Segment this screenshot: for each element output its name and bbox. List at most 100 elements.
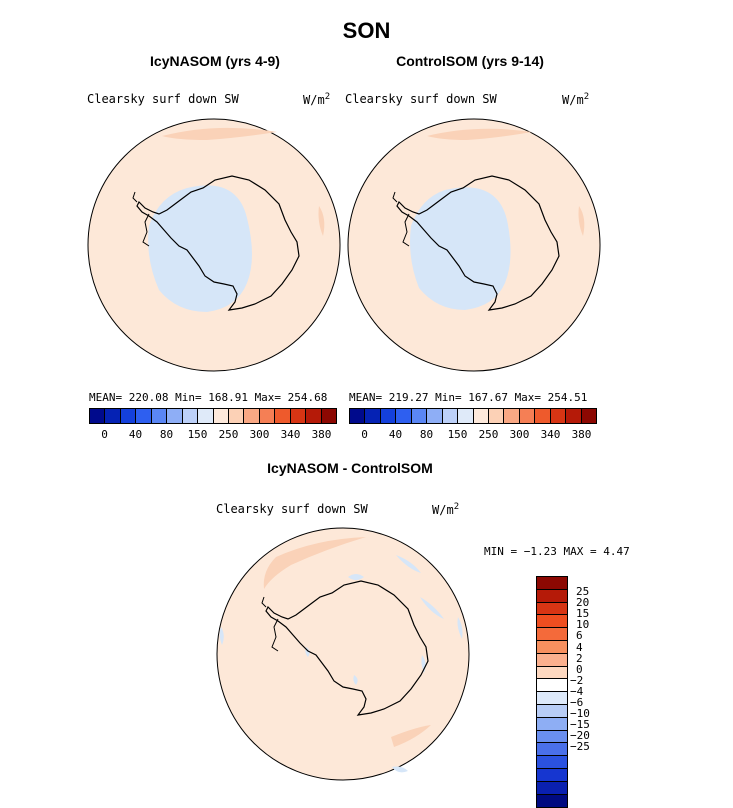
diff-colorbar	[536, 576, 568, 808]
colorbar-tick-label: 80	[159, 428, 174, 441]
panel-1-units: W/m2	[303, 92, 331, 107]
panel-1-colorbar-labels: 0 40 80 150 250 300 340 380	[89, 428, 337, 442]
colorbar-swatch	[198, 409, 214, 423]
diff-colorbar-tick-label: 0	[576, 662, 583, 676]
panel-2-stats: MEAN= 219.27 Min= 167.67 Max= 254.51	[349, 391, 588, 404]
colorbar-swatch	[306, 409, 322, 423]
diff-colorbar-tick-label: 15	[576, 607, 590, 621]
diff-colorbar-tick-label: −20	[570, 729, 590, 743]
colorbar-swatch	[442, 409, 459, 423]
panel-1-variable: Clearsky surf down SW	[87, 92, 239, 106]
colorbar-swatch	[365, 409, 381, 423]
panel-1-colorbar	[89, 408, 337, 424]
diff-stats: MIN = −1.23 MAX = 4.47	[484, 545, 630, 558]
diff-colorbar-tick-label: 25	[576, 585, 590, 598]
colorbar-swatch	[182, 409, 199, 423]
diff-colorbar-tick-label: −10	[570, 707, 590, 721]
colorbar-swatch	[290, 409, 307, 423]
diff-colorbar-swatch	[537, 692, 567, 705]
diff-colorbar-swatch	[537, 615, 567, 629]
colorbar-swatch	[566, 409, 582, 423]
diff-colorbar-swatch	[537, 640, 567, 654]
colorbar-swatch	[259, 409, 276, 423]
colorbar-swatch	[321, 409, 336, 423]
colorbar-tick-label: 150	[447, 428, 468, 441]
colorbar-tick-label: 340	[540, 428, 561, 441]
diff-colorbar-tick-label: −6	[570, 696, 584, 709]
diff-colorbar-tick-label: 10	[576, 618, 590, 632]
colorbar-tick-label: 0	[101, 428, 108, 441]
colorbar-tick-label: 0	[361, 428, 368, 441]
colorbar-tick-label: 300	[509, 428, 530, 441]
panel-2-title: ControlSOM (yrs 9-14)	[396, 53, 544, 69]
colorbar-swatch	[535, 409, 551, 423]
diff-colorbar-swatch	[537, 589, 567, 603]
panel-2-units: W/m2	[562, 92, 590, 107]
diff-colorbar-swatch	[537, 577, 567, 590]
colorbar-swatch	[105, 409, 121, 423]
colorbar-swatch	[504, 409, 520, 423]
colorbar-tick-label: 380	[571, 428, 592, 441]
panel-1-stats: MEAN= 220.08 Min= 168.91 Max= 254.68	[89, 391, 328, 404]
diff-colorbar-swatch	[537, 602, 567, 616]
diff-colorbar-swatch	[537, 768, 567, 782]
colorbar-tick-label: 40	[128, 428, 143, 441]
panel-2-variable: Clearsky surf down SW	[345, 92, 497, 106]
colorbar-swatch	[473, 409, 489, 423]
colorbar-swatch	[136, 409, 152, 423]
colorbar-swatch	[488, 409, 505, 423]
diff-colorbar-labels: 25 20 15 10 6 4 2 0 −2 −4 −6 −10 −15 −20 −25	[570, 576, 630, 776]
diff-colorbar-swatch	[537, 743, 567, 757]
diff-colorbar-tick-label: 20	[576, 596, 590, 610]
diff-colorbar-tick-label: −2	[570, 673, 584, 687]
colorbar-swatch	[244, 409, 260, 423]
colorbar-tick-label: 250	[478, 428, 499, 441]
diff-colorbar-tick-label: −25	[570, 740, 590, 754]
panel-2-map	[347, 118, 601, 372]
colorbar-tick-label: 380	[311, 428, 332, 441]
diff-colorbar-swatch	[537, 679, 567, 693]
diff-units: W/m2	[432, 502, 460, 517]
colorbar-swatch	[120, 409, 137, 423]
diff-title: IcyNASOM - ControlSOM	[267, 460, 433, 476]
colorbar-swatch	[396, 409, 412, 423]
colorbar-swatch	[411, 409, 428, 423]
colorbar-swatch	[228, 409, 245, 423]
diff-colorbar-tick-label: 4	[576, 640, 583, 654]
panel-1-title: IcyNASOM (yrs 4-9)	[150, 53, 280, 69]
diff-colorbar-tick-label: −4	[570, 684, 584, 698]
colorbar-swatch	[167, 409, 183, 423]
diff-colorbar-swatch	[537, 628, 567, 641]
colorbar-swatch	[350, 409, 366, 423]
diff-colorbar-tick-label: 6	[576, 629, 583, 643]
colorbar-tick-label: 250	[218, 428, 239, 441]
diff-colorbar-swatch	[537, 781, 567, 795]
colorbar-swatch	[458, 409, 474, 423]
diff-colorbar-swatch	[537, 653, 567, 667]
colorbar-swatch	[90, 409, 106, 423]
antarctica-coastline	[265, 580, 429, 716]
colorbar-swatch	[550, 409, 567, 423]
panel-2-colorbar	[349, 408, 597, 424]
diff-colorbar-tick-label: 2	[576, 651, 583, 665]
colorbar-swatch	[213, 409, 229, 423]
colorbar-swatch	[427, 409, 443, 423]
colorbar-tick-label: 300	[249, 428, 270, 441]
diff-colorbar-swatch	[537, 666, 567, 680]
diff-map	[216, 527, 470, 781]
colorbar-swatch	[275, 409, 291, 423]
colorbar-swatch	[380, 409, 397, 423]
antarctica-coastline	[136, 175, 300, 311]
diff-colorbar-swatch	[537, 730, 567, 744]
colorbar-swatch	[581, 409, 596, 423]
diff-colorbar-tick-label: −15	[570, 718, 590, 732]
colorbar-tick-label: 40	[388, 428, 403, 441]
colorbar-tick-label: 150	[187, 428, 208, 441]
diff-variable: Clearsky surf down SW	[216, 502, 368, 516]
diff-colorbar-swatch	[537, 756, 567, 769]
colorbar-swatch	[151, 409, 168, 423]
antarctica-coastline	[396, 175, 560, 311]
colorbar-tick-label: 340	[280, 428, 301, 441]
panel-1-map	[87, 118, 341, 372]
panel-2-colorbar-labels: 0 40 80 150 250 300 340 380	[349, 428, 597, 442]
